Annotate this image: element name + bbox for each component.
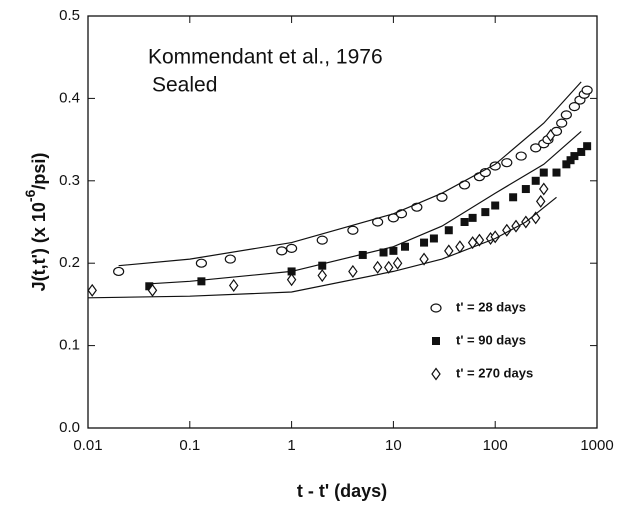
fit-line (149, 130, 582, 285)
data-point (581, 85, 593, 95)
data-point (560, 110, 572, 120)
data-point (511, 219, 521, 233)
data-point (489, 161, 501, 171)
x-tick-label: 10 (385, 437, 402, 454)
y-label-unit: /psi) (29, 153, 49, 190)
data-point (195, 258, 207, 268)
data-point (539, 182, 549, 196)
data-point (400, 242, 409, 251)
data-point (419, 252, 429, 266)
data-point (552, 168, 561, 177)
y-tick-label: 0.5 (59, 7, 80, 24)
x-tick-label: 1 (287, 437, 295, 454)
data-point (458, 180, 471, 190)
data-point (521, 185, 530, 194)
data-point (570, 152, 579, 161)
plot-frame (87, 15, 598, 429)
legend-marker (432, 337, 440, 345)
fit-line (118, 81, 582, 267)
annotation: Kommendant et al., 1976 (148, 46, 383, 69)
x-tick-label: 0.1 (179, 437, 200, 454)
legend-label: t' = 28 days (456, 299, 526, 314)
legend-label: t' = 270 days (456, 365, 533, 380)
data-point (276, 246, 288, 256)
data-point (444, 244, 454, 258)
data-point (358, 250, 367, 259)
data-point (348, 264, 358, 278)
y-tick-label: 0.2 (59, 254, 80, 271)
y-axis-label: J(t,t') (x 10-6/psi) (22, 153, 49, 292)
data-point (113, 266, 125, 277)
data-point (583, 142, 592, 151)
data-point (228, 278, 239, 292)
data-point (389, 246, 398, 255)
data-point (501, 158, 513, 168)
data-point (481, 208, 490, 217)
data-point (372, 260, 383, 274)
data-point (460, 218, 469, 226)
data-point (545, 128, 556, 143)
fit-line (87, 196, 557, 299)
data-point (347, 225, 359, 235)
data-point (316, 235, 328, 245)
data-point (197, 277, 206, 286)
data-point (286, 243, 298, 253)
y-label-exponent: -6 (22, 189, 38, 202)
data-point (491, 201, 500, 210)
x-tick-label: 0.01 (73, 437, 102, 454)
data-point (562, 160, 571, 169)
data-point (145, 282, 154, 291)
data-point (568, 102, 581, 112)
y-tick-label: 0.1 (59, 337, 80, 354)
y-tick-label: 0.4 (59, 89, 80, 106)
data-point (539, 168, 548, 177)
data-point (147, 283, 158, 297)
y-tick-label: 0.3 (59, 172, 80, 189)
data-point (87, 283, 97, 297)
data-point (530, 143, 542, 153)
legend-label: t' = 90 days (456, 332, 526, 347)
data-point (224, 254, 236, 264)
data-point (286, 273, 297, 287)
data-point (317, 269, 327, 283)
legend-marker (430, 303, 442, 313)
data-point (509, 193, 518, 202)
data-point (420, 238, 429, 247)
data-point (429, 234, 438, 243)
y-tick-label: 0.0 (59, 419, 80, 436)
data-point (474, 233, 485, 247)
data-point (444, 226, 453, 235)
data-point (577, 147, 586, 156)
data-point (556, 118, 568, 128)
data-point (379, 248, 388, 257)
x-tick-label: 1000 (580, 437, 613, 454)
y-label-main: J(t,t') (x 10 (29, 202, 49, 291)
data-point (468, 213, 477, 222)
data-point (566, 156, 575, 165)
x-axis-label: t - t' (days) (297, 481, 387, 501)
x-tick-label: 100 (483, 437, 508, 454)
data-point (531, 176, 540, 185)
annotation: Sealed (152, 74, 217, 97)
data-point (535, 194, 546, 208)
legend-marker (431, 367, 441, 381)
data-point (502, 223, 512, 237)
data-point (392, 256, 403, 270)
data-point (515, 151, 527, 161)
data-point (318, 261, 327, 270)
